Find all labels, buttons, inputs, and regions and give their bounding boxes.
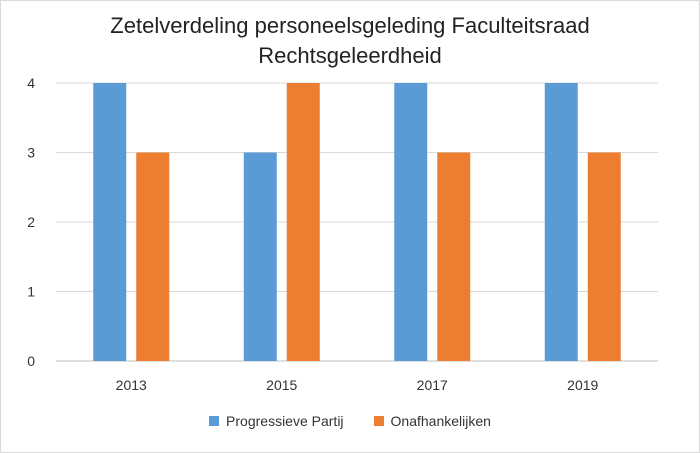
legend-swatch-series-0: [209, 416, 220, 426]
bar-2019-series-0: [544, 83, 578, 361]
y-tick-label: 0: [27, 353, 35, 369]
x-tick-label: 2015: [266, 377, 297, 393]
legend-label-series-0: Progressieve Partij: [226, 413, 344, 429]
bar-2013-series-0: [93, 83, 127, 361]
bar-2017-series-0: [394, 83, 428, 361]
chart-title: Zetelverdeling personeelsgeleding Facult…: [1, 11, 699, 71]
bar-2015-series-0: [243, 152, 277, 361]
y-tick-label: 3: [27, 145, 35, 161]
y-tick-label: 4: [27, 75, 35, 91]
bar-2013-series-1: [136, 152, 170, 361]
legend-item-series-0: Progressieve Partij: [209, 413, 344, 429]
bar-2017-series-1: [437, 152, 471, 361]
x-tick-label: 2013: [116, 377, 147, 393]
bar-2019-series-1: [587, 152, 621, 361]
y-tick-label: 2: [27, 214, 35, 230]
legend-label-series-1: Onafhankelijken: [390, 413, 491, 429]
chart-title-line-1: Zetelverdeling personeelsgeleding Facult…: [110, 13, 590, 38]
legend-swatch-series-1: [373, 416, 384, 426]
x-tick-label: 2017: [417, 377, 448, 393]
bar-2015-series-1: [286, 83, 320, 361]
chart-title-line-2: Rechtsgeleerdheid: [258, 43, 442, 68]
y-tick-label: 1: [27, 284, 35, 300]
x-tick-label: 2019: [567, 377, 598, 393]
chart-legend: Progressieve Partij Onafhankelijken: [1, 413, 699, 429]
legend-item-series-1: Onafhankelijken: [373, 413, 491, 429]
